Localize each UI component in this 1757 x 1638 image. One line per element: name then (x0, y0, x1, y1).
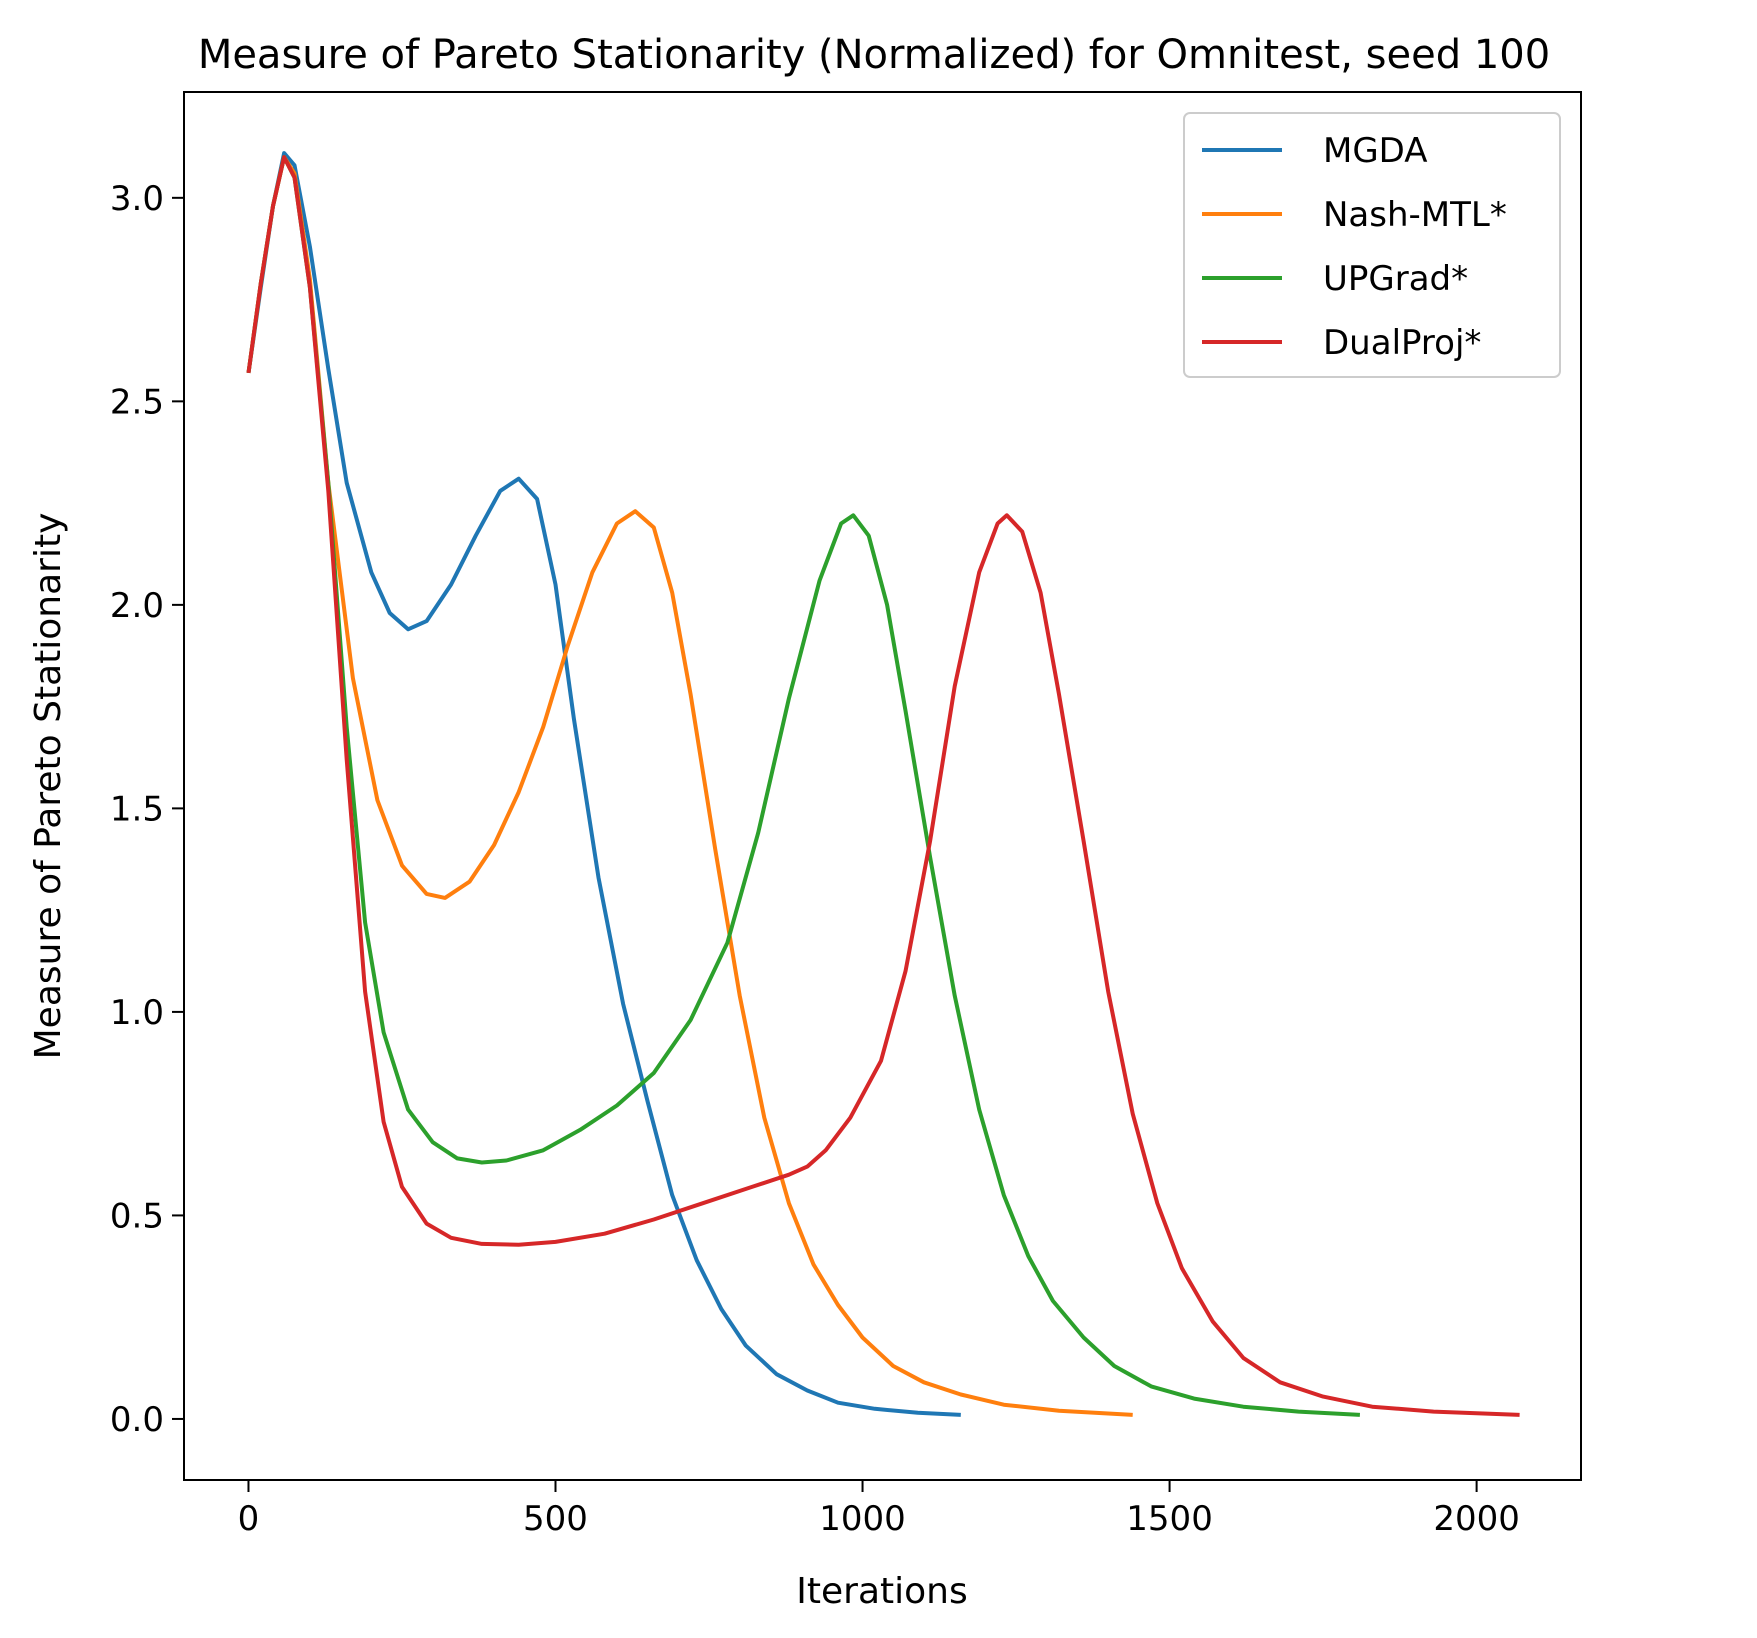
legend-label-nash-mtl: Nash-MTL* (1323, 195, 1507, 235)
legend-label-mgda: MGDA (1323, 131, 1428, 171)
y-axis-label: Measure of Pareto Stationarity (28, 513, 69, 1060)
legend-label-upgrad: UPGrad* (1323, 259, 1468, 299)
y-tick-label: 2.5 (110, 382, 164, 422)
x-tick-label: 0 (238, 1499, 260, 1539)
y-tick-label: 1.5 (110, 789, 164, 829)
y-tick-label: 2.0 (110, 586, 164, 626)
y-axis-ticks: 0.0 0.5 1.0 1.5 2.0 2.5 3.0 (110, 179, 184, 1440)
x-axis-ticks: 0 500 1000 1500 2000 (238, 1480, 1520, 1539)
legend: MGDA Nash-MTL* UPGrad* DualProj* (1183, 112, 1561, 378)
chart-title: Measure of Pareto Stationarity (Normaliz… (198, 32, 1550, 78)
x-tick-label: 500 (523, 1499, 588, 1539)
axes-frame (183, 91, 1582, 1481)
series-line-mgda (246, 151, 961, 1417)
legend-frame (1183, 112, 1561, 378)
series-line-dualproj (246, 155, 1520, 1417)
plot-area: 0 500 1000 1500 2000 0.0 0.5 1.0 1.5 2.0 2.5 3.0 (110, 91, 1582, 1539)
legend-items: MGDA Nash-MTL* UPGrad* DualProj* (1202, 131, 1507, 363)
y-tick-label: 3.0 (110, 179, 164, 219)
series-layer (246, 151, 1520, 1417)
legend-label-dualproj: DualProj* (1323, 323, 1481, 363)
x-tick-label: 2000 (1433, 1499, 1520, 1539)
y-tick-label: 0.5 (110, 1196, 164, 1236)
x-tick-label: 1000 (819, 1499, 906, 1539)
x-axis-label: Iterations (796, 1571, 967, 1612)
y-tick-label: 0.0 (110, 1400, 164, 1440)
y-tick-label: 1.0 (110, 993, 164, 1033)
x-tick-label: 1500 (1126, 1499, 1213, 1539)
